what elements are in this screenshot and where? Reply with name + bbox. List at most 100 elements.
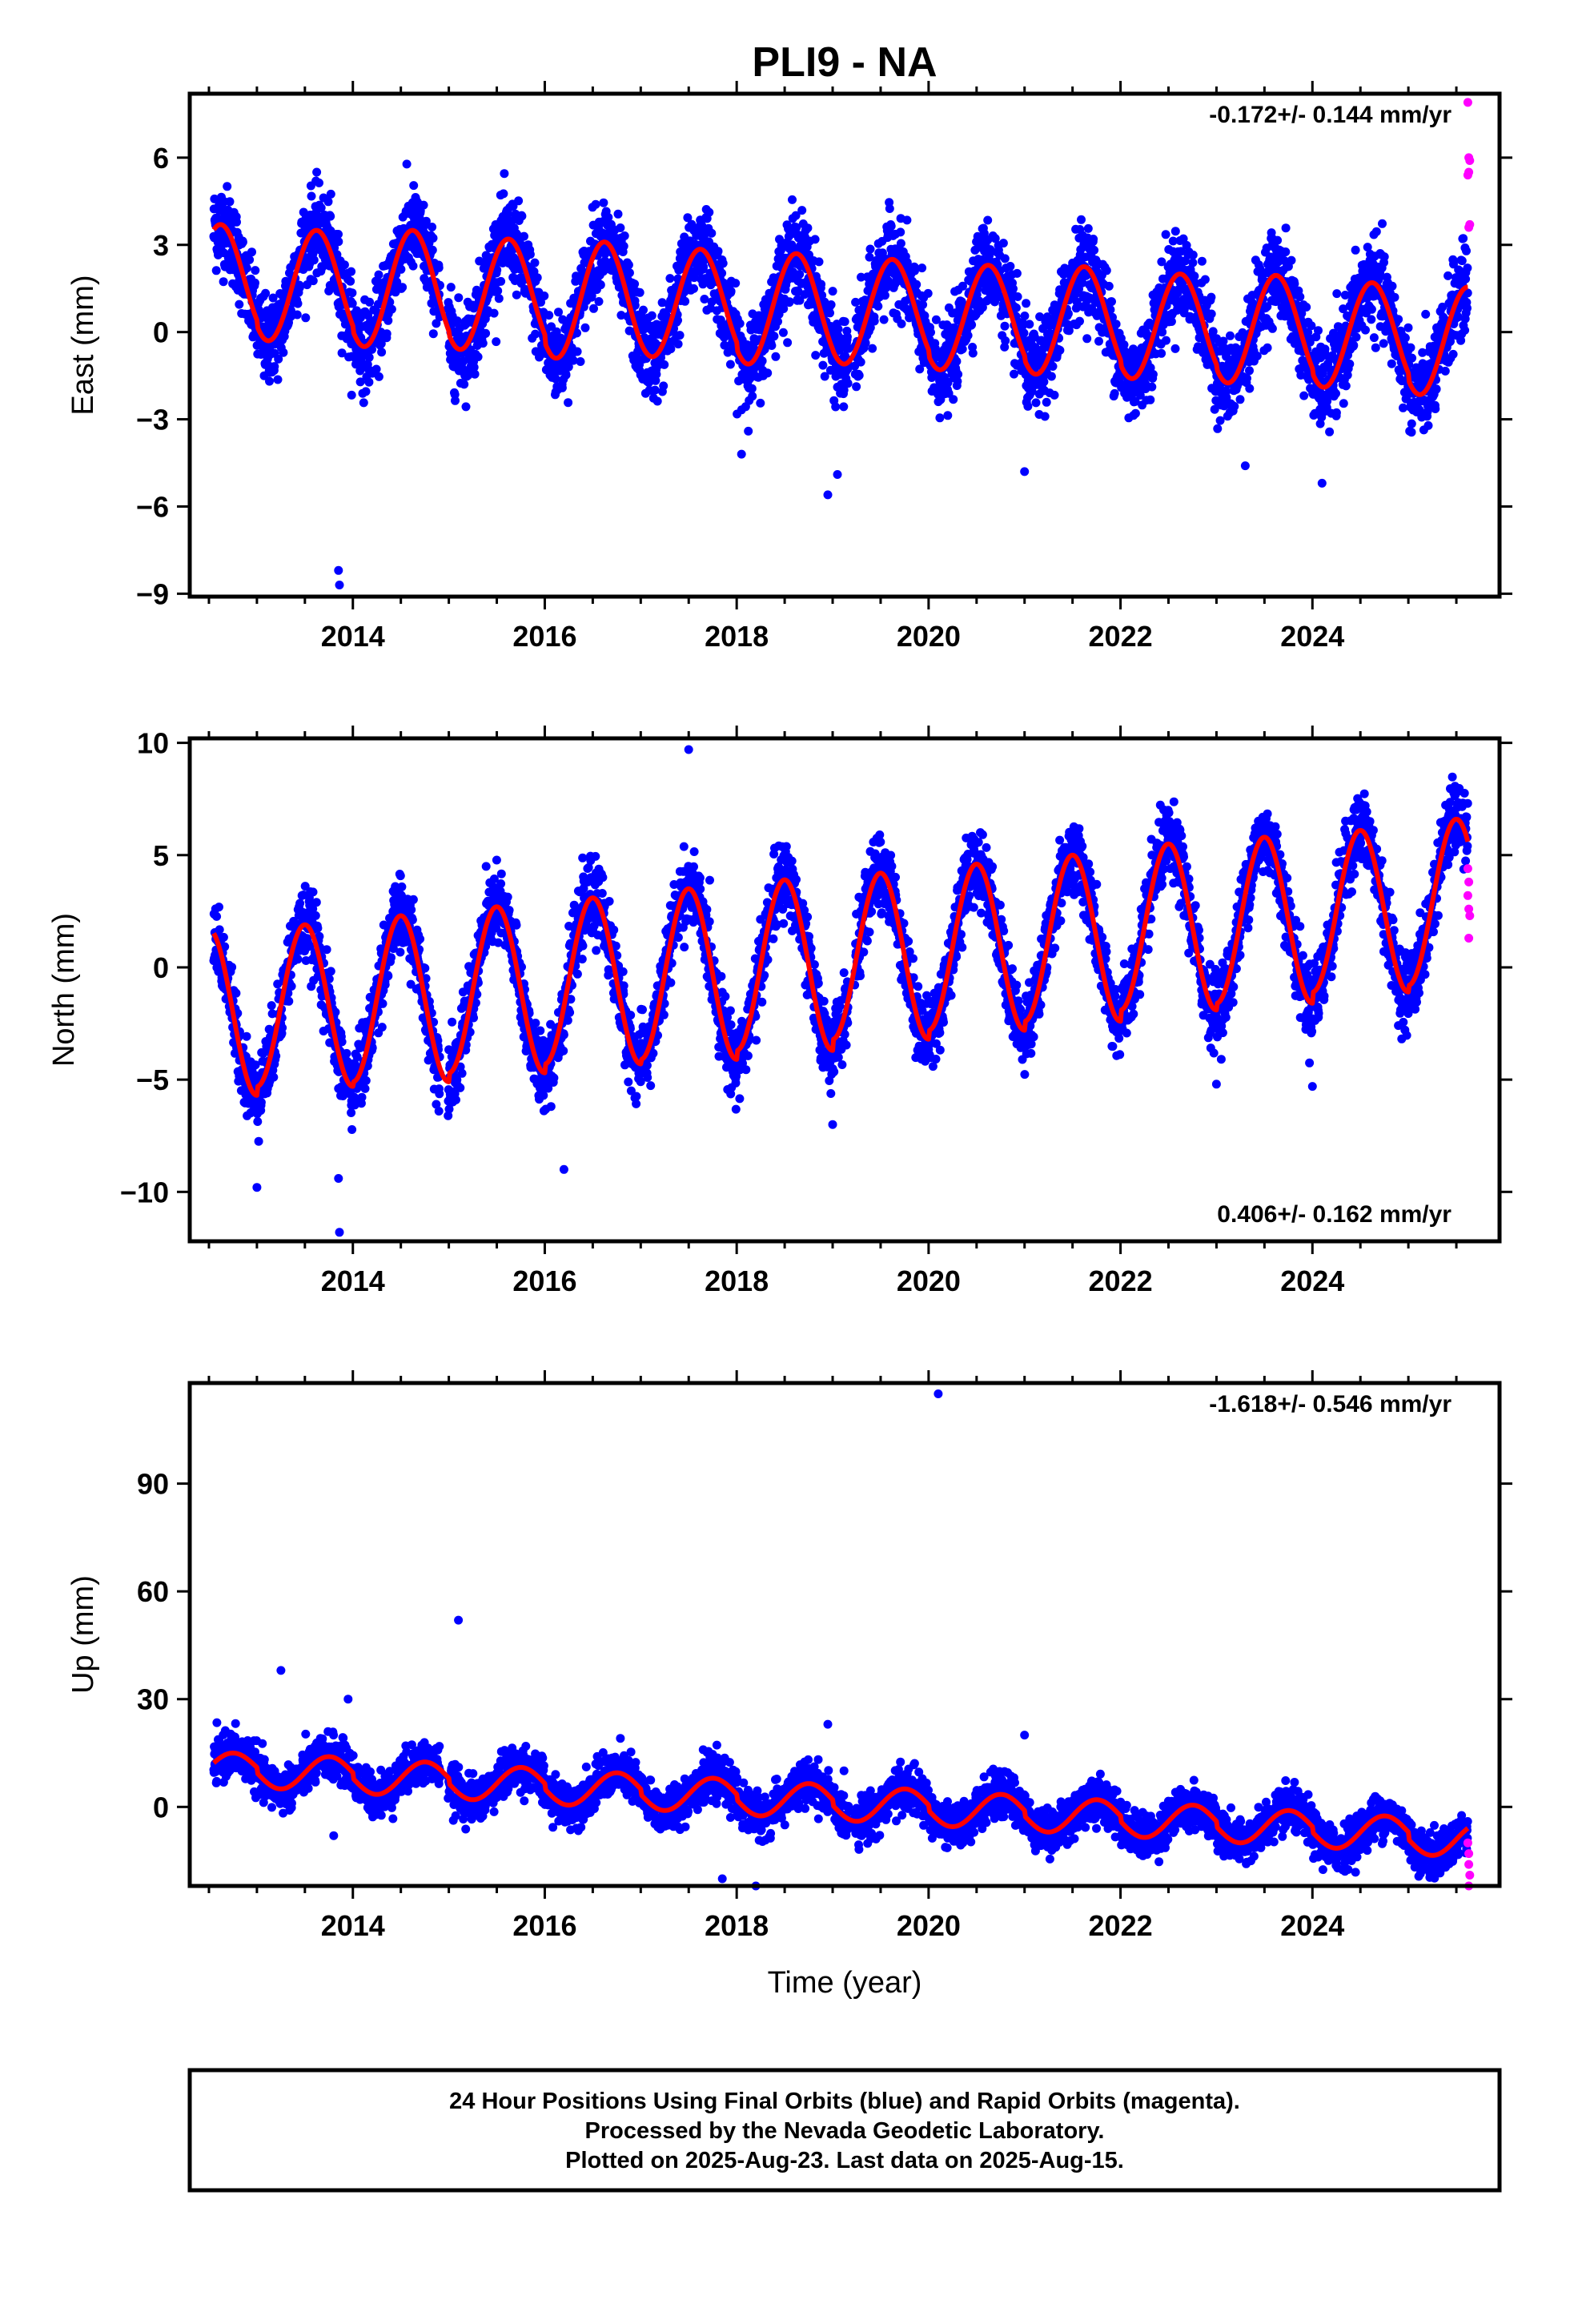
east-data-point — [1443, 271, 1453, 280]
east-data-point — [1012, 268, 1022, 278]
east-data-point — [452, 316, 462, 326]
north-data-point — [254, 1136, 263, 1146]
east-data-point — [1387, 281, 1397, 291]
north-data-point — [227, 963, 237, 972]
east-data-point — [396, 264, 406, 274]
east-data-point — [896, 239, 905, 248]
east-data-point — [869, 316, 879, 326]
east-data-point — [1407, 419, 1416, 428]
east-data-point — [1102, 266, 1111, 275]
east-data-point — [532, 273, 542, 283]
east-data-point — [1263, 343, 1272, 352]
east-data-point — [1215, 416, 1225, 425]
east-data-point — [334, 237, 343, 247]
east-data-point — [315, 178, 323, 187]
east-data-point — [419, 200, 428, 210]
east-data-point — [1147, 382, 1157, 392]
east-data-point — [1207, 292, 1216, 302]
east-data-point — [967, 320, 977, 330]
east-data-point — [1252, 352, 1262, 360]
east-data-point — [500, 169, 509, 179]
east-data-point — [520, 231, 528, 241]
east-data-point — [1431, 384, 1441, 394]
east-data-point — [292, 310, 302, 320]
east-data-point — [301, 313, 311, 323]
east-data-point — [647, 311, 656, 320]
east-data-point — [1040, 412, 1050, 421]
east-data-point — [1082, 334, 1092, 344]
east-data-point — [748, 392, 757, 401]
east-outlier-point — [1317, 478, 1327, 488]
east-data-point — [1200, 275, 1210, 284]
east-data-point — [461, 402, 471, 412]
east-data-point — [1281, 223, 1291, 233]
east-data-point — [1394, 315, 1403, 324]
east-data-point — [1459, 234, 1468, 243]
east-data-point — [624, 260, 633, 270]
east-y-tick-label: 3 — [153, 229, 169, 262]
east-data-point — [785, 297, 794, 307]
east-data-point — [557, 383, 567, 392]
east-data-point — [735, 319, 745, 328]
east-data-point — [1407, 428, 1416, 437]
east-data-point — [210, 194, 219, 203]
east-data-point — [923, 288, 933, 298]
east-data-point — [274, 354, 283, 364]
east-data-point — [879, 315, 889, 324]
east-data-point — [496, 276, 506, 286]
east-data-point — [635, 287, 644, 297]
east-data-point — [713, 247, 723, 256]
east-data-point — [359, 398, 368, 408]
east-data-point — [347, 267, 356, 276]
east-data-point — [896, 227, 905, 237]
east-data-point — [1146, 395, 1155, 404]
east-data-point — [1423, 420, 1433, 430]
east-data-point — [1179, 304, 1189, 314]
east-data-point — [1421, 309, 1431, 319]
east-data-point — [852, 382, 861, 392]
east-data-point — [1406, 343, 1415, 352]
east-data-point — [1332, 289, 1342, 299]
east-data-point — [223, 182, 232, 191]
east-data-point — [408, 261, 418, 271]
east-data-point — [1361, 325, 1370, 335]
east-data-point — [811, 351, 821, 360]
east-data-point — [1110, 388, 1119, 398]
east-data-point — [943, 411, 953, 420]
east-data-point — [591, 199, 600, 209]
east-data-point — [594, 297, 604, 306]
east-data-point — [454, 293, 464, 303]
east-data-point — [374, 270, 383, 279]
east-data-point — [346, 276, 355, 286]
east-data-point — [613, 209, 623, 219]
east-data-point — [659, 381, 669, 391]
east-data-point — [886, 221, 896, 231]
east-final-points — [209, 159, 1472, 589]
east-data-point — [1170, 227, 1180, 236]
east-rapid-point — [1463, 98, 1472, 107]
east-data-point — [554, 308, 563, 317]
east-data-point — [897, 319, 906, 328]
east-data-point — [726, 287, 736, 296]
east-data-point — [747, 384, 757, 393]
east-data-point — [865, 244, 875, 254]
east-rapid-point — [1463, 171, 1472, 180]
east-data-point — [744, 426, 753, 436]
east-data-point — [880, 291, 889, 300]
east-data-point — [817, 279, 826, 289]
east-data-point — [1462, 246, 1471, 255]
east-data-point — [854, 371, 864, 380]
east-data-point — [842, 332, 852, 342]
east-data-point — [825, 308, 834, 318]
east-data-point — [1083, 223, 1093, 233]
east-data-point — [1287, 255, 1296, 265]
east-data-point — [1000, 254, 1010, 263]
east-data-point — [949, 395, 958, 404]
east-data-point — [242, 263, 251, 273]
east-data-point — [365, 297, 375, 307]
east-data-point — [211, 266, 221, 275]
east-data-point — [1245, 366, 1254, 376]
north-data-point — [215, 925, 224, 935]
east-data-point — [1299, 391, 1309, 400]
east-data-point — [1378, 219, 1387, 228]
